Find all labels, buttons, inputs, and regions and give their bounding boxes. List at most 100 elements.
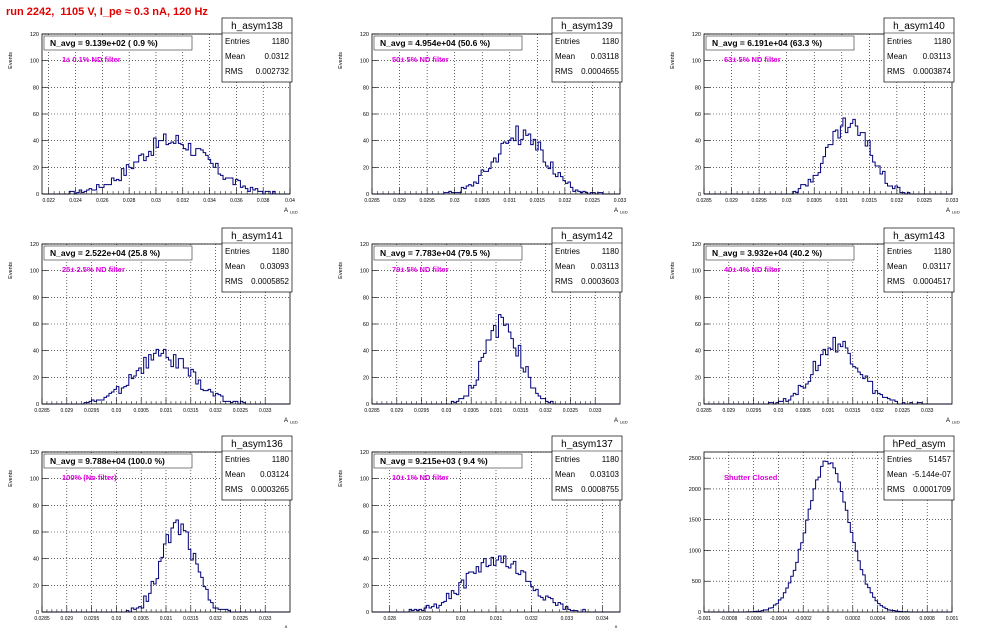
x-axis-label-subscript: LED [290, 210, 298, 215]
histogram-bin [838, 138, 840, 194]
histogram-bin [813, 489, 815, 612]
x-tick-label: 0.0285 [34, 616, 50, 622]
x-tick-label: 0.029 [61, 408, 74, 414]
histogram-bin [228, 178, 230, 194]
x-tick-label: 0.0004 [870, 616, 886, 622]
histogram-name: h_asym139 [561, 21, 613, 32]
histogram-bin [161, 557, 163, 612]
histogram-bin [469, 572, 471, 612]
histogram-bin [173, 523, 175, 612]
x-tick-label: 0.033 [921, 408, 934, 414]
y-tick-label: 120 [30, 32, 39, 38]
histogram-bin [178, 143, 180, 194]
histogram-bin [203, 391, 205, 404]
stats-value: 1180 [272, 247, 290, 256]
histogram-bin [198, 572, 200, 612]
histogram-bin [883, 397, 885, 404]
y-tick-label: 20 [695, 165, 701, 171]
histogram-bin [521, 368, 523, 404]
histogram-bin [223, 179, 225, 194]
navg-text: N_avg = 2.522e+04 (25.8 %) [50, 248, 160, 258]
histogram-bins [793, 118, 910, 194]
x-axis-label: A [614, 208, 618, 214]
x-tick-label: 0.036 [230, 198, 243, 204]
histogram-bin [124, 175, 126, 194]
histogram-bin [850, 364, 852, 404]
histogram-bin [873, 393, 875, 404]
histogram-bin [536, 150, 538, 194]
histogram-bin [816, 480, 818, 612]
y-tick-label: 60 [363, 530, 369, 536]
histogram-bin [531, 388, 533, 404]
histogram-bin [840, 492, 842, 612]
stats-key: RMS [555, 67, 573, 76]
histogram-bin [119, 393, 121, 404]
histogram-bin [548, 597, 550, 612]
x-tick-label: 0.03 [442, 408, 452, 414]
x-tick-label: 0 [827, 616, 830, 622]
histogram-bin [146, 368, 148, 404]
x-tick-label: 0.032 [891, 198, 904, 204]
y-tick-label: 100 [360, 477, 369, 483]
histogram-bin [173, 143, 175, 194]
histogram-bin [850, 532, 852, 612]
histogram-bin [865, 584, 867, 612]
histogram-bin [833, 468, 835, 612]
y-tick-label: 500 [692, 579, 701, 585]
histogram-bin [471, 186, 473, 194]
histogram-bin [119, 181, 121, 194]
x-tick-label: 0.031 [160, 408, 173, 414]
y-tick-label: 100 [692, 59, 701, 65]
histogram-bin [176, 368, 178, 404]
stats-key: Mean [887, 470, 907, 479]
histogram-bin [796, 395, 798, 404]
y-tick-label: 40 [695, 139, 701, 145]
y-tick-label: 20 [363, 583, 369, 589]
stats-key: Mean [887, 52, 907, 61]
histogram-bin [838, 482, 840, 612]
histogram-bin [516, 356, 518, 404]
histogram-bin [868, 381, 870, 404]
histogram-name: h_asym141 [231, 231, 283, 242]
histogram-bin [875, 166, 877, 194]
navg-text: N_avg = 9.788e+04 (100.0 %) [50, 456, 165, 466]
y-tick-label: 40 [33, 349, 39, 355]
histogram-bin [201, 150, 203, 194]
y-tick-label: 40 [363, 139, 369, 145]
x-tick-label: 0.0305 [134, 408, 150, 414]
y-tick-label: 120 [30, 450, 39, 456]
histogram-bin [186, 150, 188, 194]
histogram-bin [811, 182, 813, 194]
y-tick-label: 60 [363, 112, 369, 118]
histogram-bin [471, 388, 473, 404]
histogram-bin [461, 399, 463, 404]
x-axis-label-subscript: LED [952, 210, 960, 215]
histogram-bin [830, 145, 832, 194]
x-tick-label: 0.022 [42, 198, 55, 204]
histogram-bin [429, 608, 431, 612]
stats-key: Entries [887, 37, 912, 46]
histogram-bin [565, 183, 567, 194]
x-tick-label: 0.032 [871, 408, 884, 414]
stats-value: 0.0004655 [581, 67, 619, 76]
histogram-bin [818, 477, 820, 612]
x-tick-label: 0.034 [596, 616, 609, 622]
stats-key: Entries [555, 455, 580, 464]
stats-value: 0.03117 [923, 262, 952, 271]
histogram-bin [471, 572, 473, 612]
histogram-bin [178, 535, 180, 612]
x-tick-label: 0.0008 [920, 616, 936, 622]
x-tick-label: 0.034 [203, 198, 216, 204]
stats-value: 0.0004517 [913, 277, 951, 286]
histogram-bin [848, 127, 850, 194]
histogram-bin [474, 573, 476, 612]
y-tick-label: 60 [33, 112, 39, 118]
y-axis-label: Events [338, 262, 344, 279]
histogram-bin [546, 166, 548, 194]
stats-value: 0.0005852 [251, 277, 289, 286]
y-tick-label: 40 [33, 557, 39, 563]
y-tick-label: 40 [695, 349, 701, 355]
